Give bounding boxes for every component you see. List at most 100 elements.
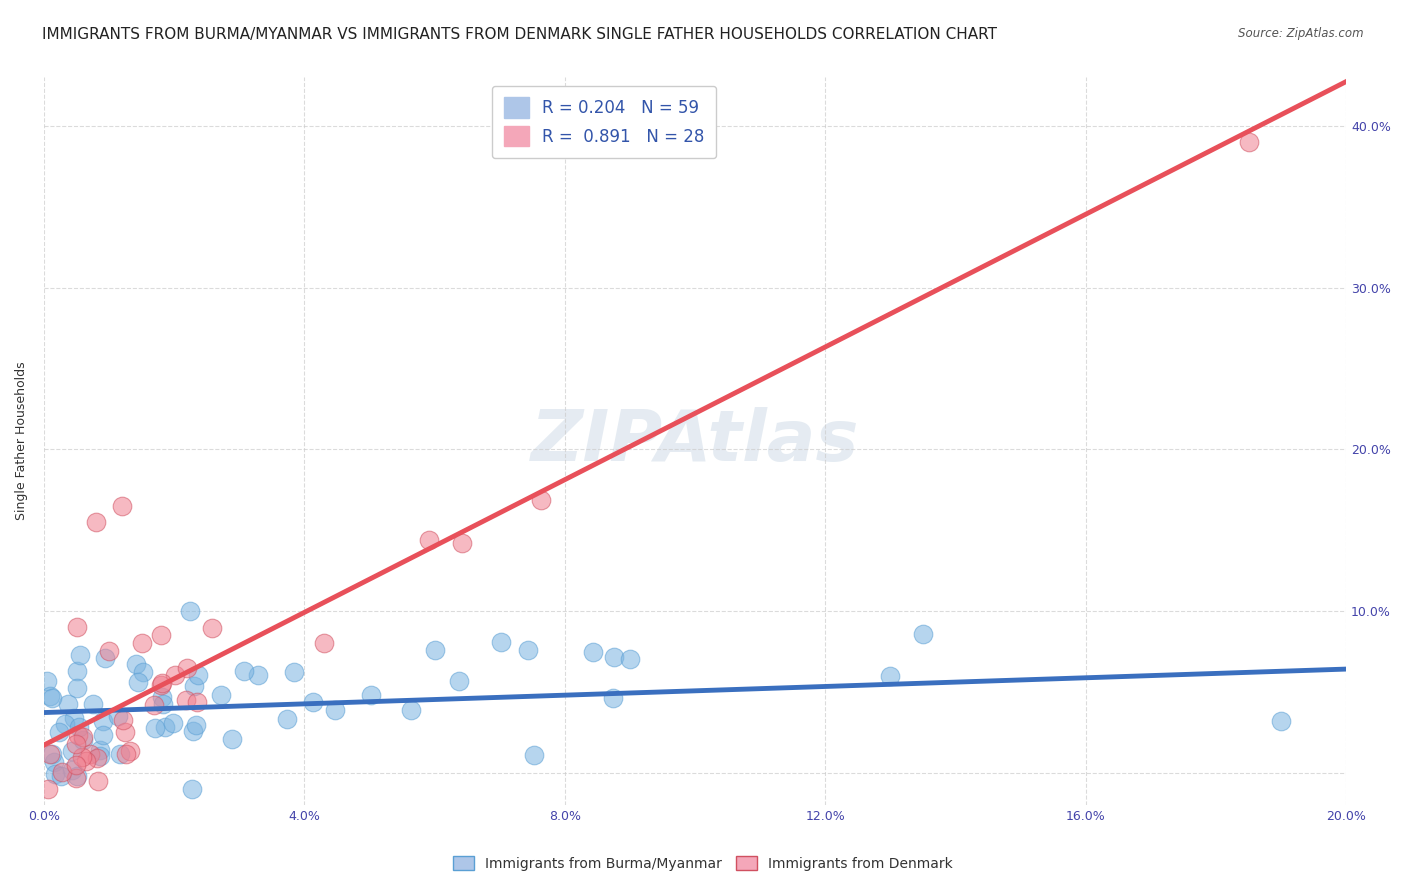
Point: [283, 665, 305, 679]
Point: [60, 744, 83, 758]
Point: [72, 733, 94, 747]
Point: [66, 769, 89, 783]
Point: [1270, 714, 1292, 728]
Point: [181, 781, 204, 796]
Point: [150, 675, 173, 690]
Point: [49, 769, 72, 783]
Point: [181, 723, 204, 738]
Point: [302, 695, 325, 709]
Point: [82, 697, 104, 711]
Point: [38, 690, 60, 704]
Point: [447, 674, 470, 689]
Point: [423, 643, 446, 657]
Point: [418, 533, 440, 548]
Text: Source: ZipAtlas.com: Source: ZipAtlas.com: [1239, 27, 1364, 40]
Point: [1237, 135, 1260, 149]
Point: [91, 728, 114, 742]
Text: ZIPAtlas: ZIPAtlas: [531, 407, 859, 475]
Point: [69, 720, 91, 734]
Point: [58, 697, 80, 711]
Point: [153, 720, 176, 734]
Point: [66, 681, 89, 695]
Point: [451, 535, 474, 549]
Point: [98, 644, 121, 658]
Point: [115, 747, 138, 761]
Point: [150, 678, 173, 692]
Point: [233, 664, 256, 678]
Point: [79, 747, 101, 761]
Point: [75, 754, 97, 768]
Point: [114, 725, 136, 739]
Point: [162, 715, 184, 730]
Point: [37, 781, 59, 796]
Point: [91, 714, 114, 728]
Point: [66, 727, 89, 741]
Point: [63, 711, 86, 725]
Point: [150, 690, 173, 705]
Point: [201, 621, 224, 635]
Point: [41, 747, 63, 761]
Point: [323, 703, 346, 717]
Point: [127, 675, 149, 690]
Point: [41, 691, 63, 706]
Point: [163, 667, 186, 681]
Point: [247, 667, 270, 681]
Point: [619, 652, 641, 666]
Point: [42, 755, 65, 769]
Point: [489, 634, 512, 648]
Point: [143, 698, 166, 712]
Point: [523, 748, 546, 763]
Point: [186, 718, 208, 732]
Point: [53, 717, 76, 731]
Point: [530, 493, 553, 508]
Point: [221, 732, 243, 747]
Point: [65, 771, 87, 785]
Point: [517, 642, 540, 657]
Point: [131, 636, 153, 650]
Point: [360, 688, 382, 702]
Point: [582, 645, 605, 659]
Point: [132, 665, 155, 680]
Point: [111, 713, 134, 727]
Point: [94, 651, 117, 665]
Point: [86, 773, 108, 788]
Point: [602, 690, 624, 705]
Point: [86, 751, 108, 765]
Point: [72, 750, 94, 764]
Point: [89, 748, 111, 763]
Point: [89, 743, 111, 757]
Point: [44, 766, 66, 780]
Point: [65, 757, 87, 772]
Point: [312, 636, 335, 650]
Point: [150, 628, 173, 642]
Point: [65, 737, 87, 751]
Point: [66, 664, 89, 678]
Point: [51, 765, 73, 780]
Point: [879, 668, 901, 682]
Point: [65, 620, 87, 634]
Point: [152, 697, 174, 711]
Point: [37, 673, 59, 688]
Point: [39, 747, 62, 762]
Point: [911, 626, 934, 640]
Point: [118, 744, 141, 758]
Point: [72, 731, 94, 745]
Point: [69, 648, 91, 662]
Point: [179, 604, 201, 618]
Text: IMMIGRANTS FROM BURMA/MYANMAR VS IMMIGRANTS FROM DENMARK SINGLE FATHER HOUSEHOLD: IMMIGRANTS FROM BURMA/MYANMAR VS IMMIGRA…: [42, 27, 997, 42]
Point: [143, 722, 166, 736]
Point: [176, 660, 198, 674]
Point: [186, 695, 208, 709]
Point: [60, 763, 83, 777]
Point: [48, 725, 70, 739]
Point: [399, 703, 422, 717]
Point: [174, 693, 197, 707]
Point: [125, 657, 148, 672]
Point: [110, 747, 132, 761]
Point: [603, 649, 626, 664]
Point: [276, 712, 298, 726]
Point: [84, 515, 107, 529]
Point: [111, 499, 134, 513]
Point: [187, 668, 209, 682]
Y-axis label: Single Father Households: Single Father Households: [15, 362, 28, 521]
